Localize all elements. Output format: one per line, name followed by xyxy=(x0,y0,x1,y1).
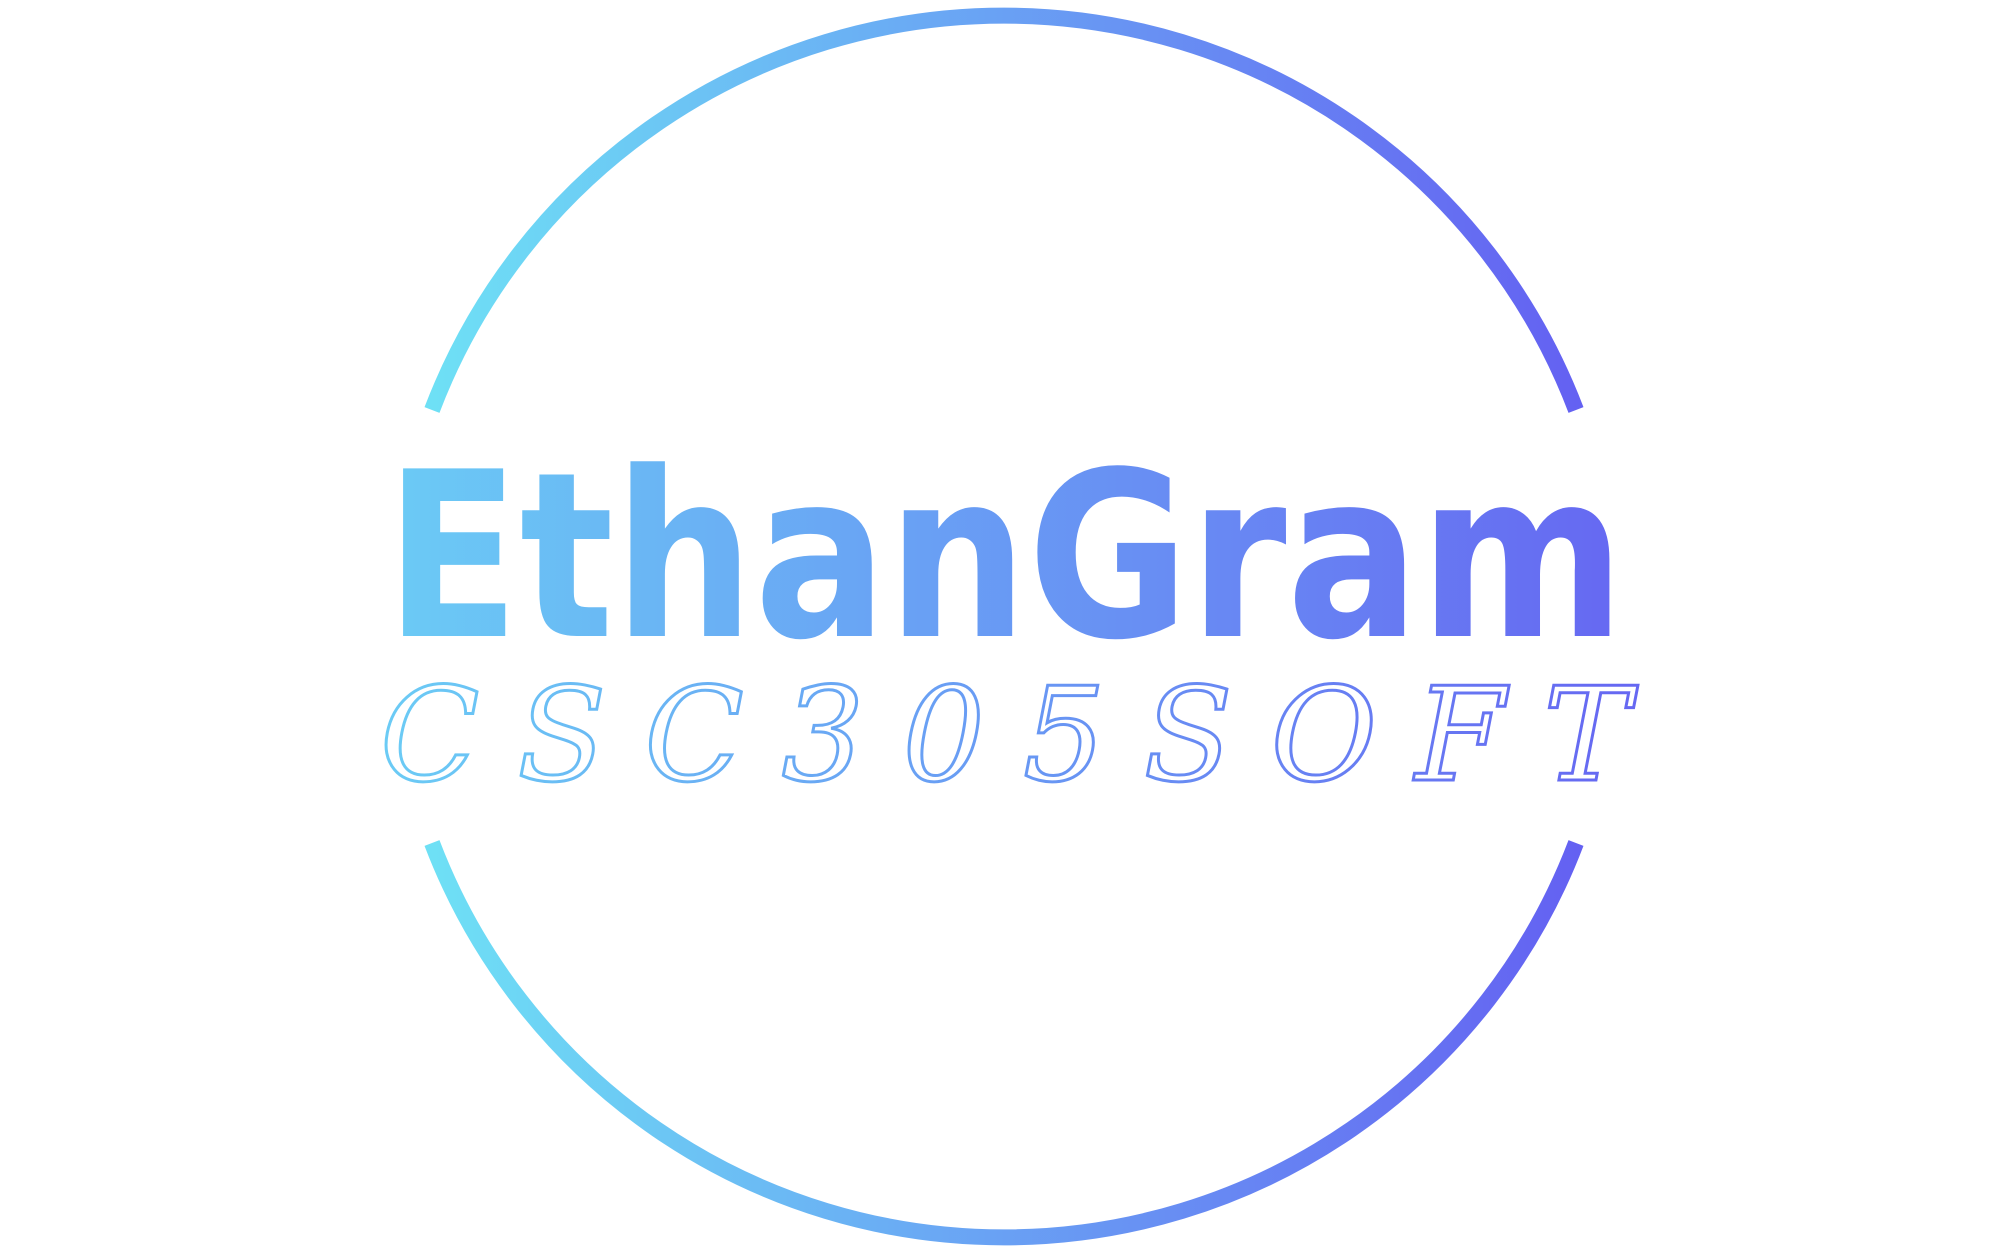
logo-ring xyxy=(424,7,1584,1246)
logo-ring-top-arc xyxy=(424,7,1584,413)
logo-ring-bottom-arc xyxy=(424,840,1584,1246)
logo-wordmark: EthanGram xyxy=(385,424,1625,691)
